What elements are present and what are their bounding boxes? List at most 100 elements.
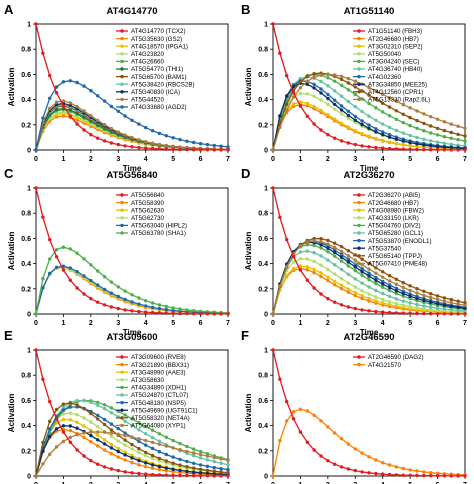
data-point: [381, 461, 385, 465]
data-point: [198, 452, 203, 457]
data-point: [96, 417, 100, 421]
data-point: [102, 139, 107, 143]
data-point: [463, 134, 467, 138]
data-point: [435, 474, 440, 478]
legend-marker: [357, 208, 361, 212]
data-point: [34, 474, 38, 478]
data-point: [144, 304, 148, 308]
data-point: [150, 463, 155, 467]
data-point: [178, 145, 182, 149]
x-axis-label: Time: [123, 328, 142, 337]
data-point: [367, 285, 371, 289]
data-point: [435, 297, 440, 302]
series-2: [271, 264, 467, 316]
data-point: [130, 417, 134, 421]
data-point: [463, 303, 467, 307]
data-point: [408, 301, 412, 305]
data-point: [41, 286, 45, 290]
plot-frame: [35, 187, 229, 315]
data-point: [360, 273, 364, 277]
data-point: [408, 106, 412, 110]
data-point: [442, 120, 447, 124]
data-point: [178, 147, 182, 152]
data-point: [367, 292, 371, 296]
series-0: [271, 348, 467, 478]
data-point: [54, 255, 59, 259]
data-point: [374, 458, 378, 462]
data-point: [54, 111, 59, 115]
y-tick-label: 1: [264, 186, 268, 193]
data-point: [212, 148, 216, 152]
series-5: [34, 245, 230, 316]
legend: AT1G51140 (FBH3)AT2G46680 (HB7)AT3G02310…: [353, 28, 430, 104]
y-tick-label: 0.4: [258, 261, 268, 268]
data-point: [387, 140, 392, 144]
data-point: [48, 106, 52, 111]
data-point: [298, 407, 303, 411]
data-point: [401, 281, 405, 285]
data-point: [415, 287, 419, 291]
data-point: [339, 139, 344, 143]
data-point: [198, 148, 203, 152]
data-point: [164, 311, 168, 315]
data-point: [198, 474, 203, 478]
plot-frame: [272, 23, 466, 151]
data-point: [34, 312, 38, 316]
y-tick-label: 0: [27, 312, 31, 319]
plot-frame: [272, 349, 466, 477]
data-point: [123, 438, 127, 442]
data-point: [346, 467, 351, 471]
y-axis-label: Activation: [7, 68, 16, 107]
data-point: [96, 94, 100, 98]
data-point: [130, 145, 134, 149]
panel-title: AT2G46590: [343, 332, 394, 343]
data-point: [449, 301, 453, 305]
data-point: [346, 257, 351, 261]
data-point: [48, 427, 52, 431]
x-tick-label: 3: [116, 482, 120, 484]
data-point: [96, 430, 100, 434]
data-point: [312, 94, 316, 99]
data-point: [442, 307, 447, 311]
data-point: [305, 240, 309, 244]
data-point: [339, 255, 344, 259]
legend-marker: [120, 29, 124, 33]
data-point: [278, 51, 282, 55]
data-point: [291, 95, 296, 99]
y-tick-label: 0: [27, 474, 31, 481]
data-point: [339, 259, 344, 263]
legend-marker: [120, 74, 124, 79]
data-point: [82, 416, 86, 420]
data-point: [164, 307, 168, 312]
data-point: [89, 263, 93, 267]
data-point: [205, 454, 210, 458]
data-point: [326, 258, 330, 262]
legend-marker: [120, 67, 124, 71]
legend-marker: [120, 400, 124, 405]
data-point: [326, 425, 330, 429]
data-point: [96, 400, 100, 405]
data-point: [353, 468, 357, 473]
data-point: [435, 117, 440, 122]
legend-marker: [120, 393, 124, 397]
data-point: [449, 142, 453, 146]
x-tick-label: 2: [89, 320, 93, 327]
data-point: [456, 302, 460, 306]
data-point: [109, 467, 114, 471]
x-axis-label: Time: [123, 164, 142, 173]
legend-label: AT4G18570 (IPGA1): [131, 43, 188, 50]
y-tick-label: 0.4: [21, 261, 31, 268]
data-point: [435, 294, 440, 298]
data-point: [381, 130, 385, 134]
data-point: [401, 120, 405, 125]
data-point: [192, 148, 196, 152]
legend-marker: [120, 416, 124, 420]
y-tick-label: 0: [264, 148, 268, 155]
data-point: [164, 134, 168, 138]
x-tick-label: 1: [298, 482, 302, 484]
data-point: [54, 85, 59, 89]
data-point: [442, 299, 447, 303]
data-point: [319, 128, 323, 132]
data-point: [333, 102, 337, 107]
data-point: [89, 400, 93, 405]
